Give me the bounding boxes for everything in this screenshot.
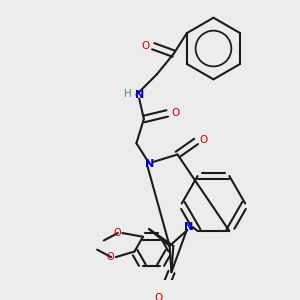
Text: N: N — [184, 222, 193, 232]
Text: O: O — [106, 252, 114, 262]
Text: N: N — [145, 159, 154, 169]
Text: O: O — [172, 108, 180, 118]
Text: O: O — [154, 293, 163, 300]
Text: H: H — [124, 89, 132, 99]
Text: N: N — [135, 90, 144, 100]
Text: O: O — [113, 228, 121, 238]
Text: O: O — [142, 41, 150, 51]
Text: O: O — [200, 134, 208, 145]
